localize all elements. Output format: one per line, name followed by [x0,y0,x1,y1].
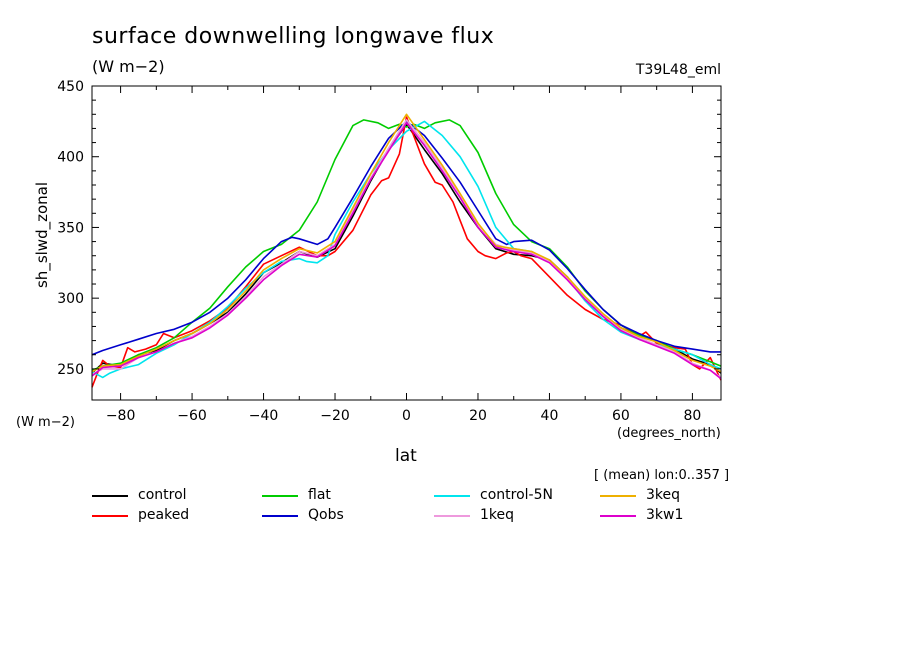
x-tick-label: −80 [106,408,136,424]
series-line-peaked [91,116,722,388]
series-line-1keq [91,119,722,379]
x-tick-label: 40 [541,408,559,424]
legend-swatch [92,495,128,497]
legend-label: flat [308,487,331,503]
legend-swatch [600,495,636,497]
legend-label: 3keq [646,487,681,503]
y-tick-label: 250 [57,362,84,378]
y-tick-label: 350 [57,220,84,236]
chart-subtitle-units: (W m−2) [92,57,165,76]
legend-swatch [434,515,470,517]
x-tick-label: −40 [249,408,279,424]
series-line-qobs [91,120,721,356]
legend-label: control-5N [480,487,553,503]
legend-swatch [434,495,470,497]
plot-frame [91,85,722,401]
x-tick-label: 20 [469,408,487,424]
legend-swatch [92,515,128,517]
x-tick-label: 60 [612,408,630,424]
x-axis-units: (degrees_north) [617,426,721,441]
legend-swatch [262,495,298,497]
legend-label: control [138,487,187,503]
legend-label: peaked [138,507,190,523]
y-tick-label: 400 [57,150,84,166]
x-tick-label: −60 [177,408,207,424]
y-tick-label: 450 [57,79,84,95]
series-line-3kw1 [91,122,722,380]
axes-layer: −80 −60 −40 −20 0 20 40 60 80 250 300 350 400 450 [57,79,721,424]
legend-swatch [262,515,298,517]
experiment-label: T39L48_eml [635,62,721,78]
series-line-3keq [91,113,722,373]
y-tick-label: 300 [57,291,84,307]
legend-label: Qobs [308,507,344,523]
legend-label: 1keq [480,507,515,523]
x-axis-label: lat [395,446,417,466]
series-layer [91,113,722,388]
chart-title: surface downwelling longwave flux [92,24,495,49]
x-tick-label: −20 [320,408,350,424]
y-axis-units: (W m−2) [16,415,75,430]
legend-label: 3kw1 [646,507,684,523]
x-tick-label: 80 [683,408,701,424]
legend-swatch [600,515,636,517]
averaging-note: [ (mean) lon:0..357 ] [594,468,730,483]
x-tick-label: 0 [402,408,411,424]
